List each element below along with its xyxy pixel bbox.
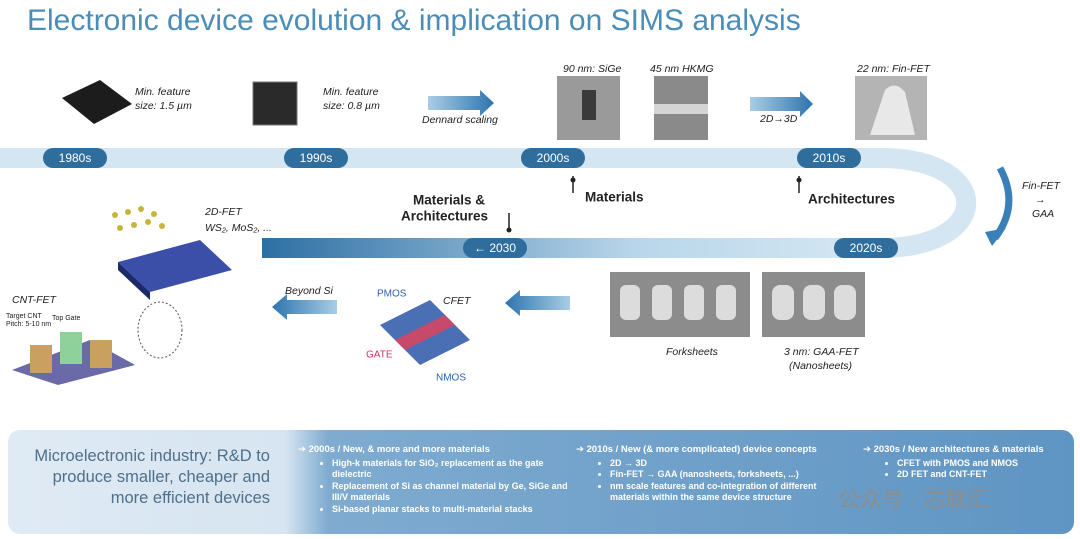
column-item: nm scale features and co-integration of … (610, 481, 856, 504)
era-pill (463, 238, 527, 258)
pin-dot (506, 227, 512, 233)
summary-box: Microelectronic industry: R&D to produce… (8, 430, 1074, 534)
era-label: 1980s (59, 151, 92, 165)
curved-arrow-head (985, 228, 1006, 246)
curved-arrow (992, 166, 1013, 241)
column-item: High-k materials for SiO₂ replacement as… (332, 458, 568, 481)
2dfet-image (118, 240, 232, 292)
cntfet-gate (60, 332, 82, 364)
era-label: 2020s (850, 241, 883, 255)
cntfet-drain (90, 340, 112, 368)
era-pill (284, 148, 348, 168)
era-pill (43, 148, 107, 168)
annotation: GAA (1032, 208, 1054, 220)
summary-column: ➔ 2010s / New (& more complicated) devic… (576, 444, 856, 504)
annotations: Min. feature size: 1.5 µm Min. feature size… (6, 63, 1062, 384)
block-arrow (750, 91, 813, 117)
sheet-pattern (620, 285, 856, 320)
era-label: 2000s (537, 151, 570, 165)
annotation: 22 nm: Fin-FET (856, 63, 932, 75)
annotation: WS₂, MoS₂, ... (205, 222, 272, 234)
column-heading: ➔ 2010s / New (& more complicated) devic… (576, 444, 817, 455)
annotation: Target CNT (6, 313, 43, 320)
annotation: GATE (366, 350, 393, 361)
annotation: CFET (443, 295, 472, 307)
annotation: 2D-FET (204, 206, 243, 218)
annotation: CNT-FET (12, 294, 58, 306)
annotation: Min. feature (135, 86, 191, 98)
annotation: Pitch: 5-10 nm (6, 321, 51, 328)
column-item: 2D → 3D (610, 458, 856, 470)
column-list: High-k materials for SiO₂ replacement as… (298, 458, 568, 516)
column-item: Si-based planar stacks to multi-material… (332, 504, 568, 516)
annotation: NMOS (436, 373, 466, 384)
pin-dot (796, 177, 802, 183)
annotation: Forksheets (666, 346, 719, 358)
annotation: Min. feature (323, 86, 379, 98)
annotation: 90 nm: SiGe (563, 63, 622, 75)
annotation: size: 1.5 µm (135, 100, 192, 112)
block-arrow (272, 294, 337, 320)
column-item: Replacement of Si as channel material by… (332, 481, 568, 504)
timeline-band (0, 148, 977, 258)
summary-lead: Microelectronic industry: R&D to produce… (34, 447, 270, 507)
era-pill (521, 148, 585, 168)
block-arrow (505, 290, 570, 316)
title: Electronic device evolution & implicatio… (27, 4, 801, 37)
column-heading: ➔ 2000s / New, & more and more materials (298, 444, 490, 455)
column-item: Fin-FET → GAA (nanosheets, forksheets, .… (610, 469, 856, 481)
cntfet-source (30, 345, 52, 373)
pin-dot (570, 177, 576, 183)
annotation: (Nanosheets) (789, 360, 852, 372)
annotation: size: 0.8 µm (323, 100, 380, 112)
pins (508, 176, 800, 230)
summary-column: ➔ 2000s / New, & more and more materials… (298, 444, 568, 515)
column-list: 2D → 3DFin-FET → GAA (nanosheets, forksh… (576, 458, 856, 504)
annotation: Materials & (413, 193, 485, 208)
column-item: CFET with PMOS and NMOS (897, 458, 1073, 470)
watermark: 公众号 · 芯联汇 (838, 487, 990, 512)
era-label: ← 2030 (474, 241, 516, 255)
annotation: Beyond Si (285, 285, 334, 297)
annotation: PMOS (377, 289, 407, 300)
annotation: 3 nm: GAA-FET (784, 346, 860, 358)
sem-detail (870, 85, 915, 135)
2dfet-lattice (112, 206, 165, 231)
annotation: Fin-FET (1022, 180, 1062, 192)
chip-image (62, 80, 132, 124)
annotation: Top Gate (52, 315, 81, 322)
column-list: CFET with PMOS and NMOS2D FET and CNT-FE… (863, 458, 1073, 481)
annotation: Dennard scaling (422, 114, 498, 126)
block-arrow (428, 90, 494, 116)
era-pill (834, 238, 898, 258)
era-label: 2010s (813, 151, 846, 165)
timeline-band-lower (262, 238, 882, 258)
era-pill (797, 148, 861, 168)
summary-column: ➔ 2030s / New architectures & materials C… (863, 444, 1073, 481)
annotation: Materials (585, 190, 644, 205)
cfet-gate (395, 315, 455, 350)
2dfet-image (118, 262, 150, 300)
sem-detail (654, 104, 708, 114)
eras: 1980s 1990s 2000s 2010s 2020s ← 2030 (43, 148, 898, 258)
column-heading: ➔ 2030s / New architectures & materials (863, 444, 1044, 455)
annotation: 45 nm HKMG (650, 63, 714, 75)
column-item: 2D FET and CNT-FET (897, 469, 1073, 481)
chip-image (252, 81, 298, 126)
annotation: Architectures (401, 209, 488, 224)
sem-detail (582, 90, 596, 120)
annotation: 2D→3D (759, 113, 798, 125)
annotation: Architectures (808, 192, 895, 207)
annotation: → (1035, 194, 1046, 206)
diagram: Electronic device evolution & implicatio… (0, 4, 1062, 385)
era-label: 1990s (300, 151, 333, 165)
cnt-tube (137, 301, 183, 359)
